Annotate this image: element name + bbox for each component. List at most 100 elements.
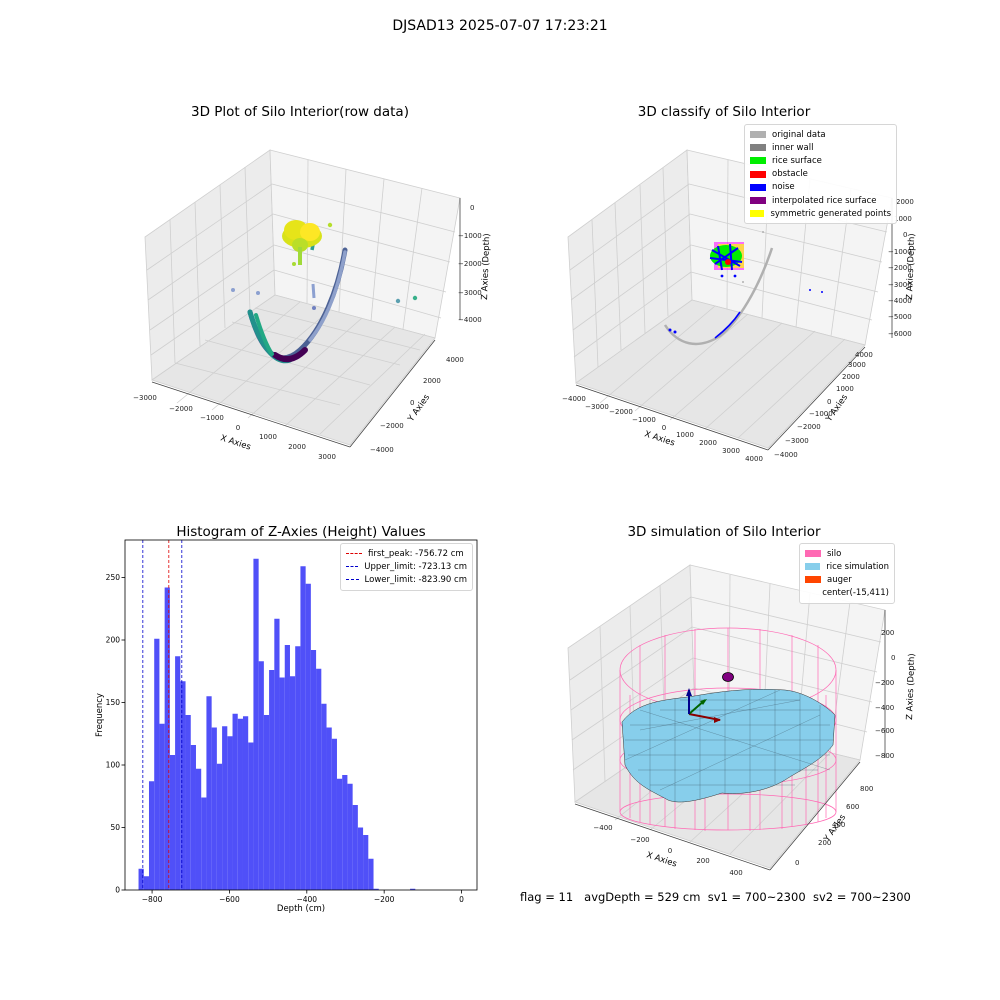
legend-swatch	[805, 550, 821, 558]
histogram-vlines	[142, 540, 183, 890]
plot4-xtick: −400	[593, 824, 612, 832]
plot2-xtick: −2000	[609, 408, 633, 416]
histogram-ytick-label: 250	[106, 573, 121, 582]
histogram-bar	[237, 718, 243, 890]
rice-surface	[621, 689, 836, 803]
plot4-xlabel: X Axies	[645, 850, 678, 869]
legend-swatch	[805, 563, 821, 571]
histogram-bar	[410, 888, 416, 890]
plot2-ytick: 0	[827, 398, 831, 406]
plot2-ytick: 2000	[842, 373, 860, 381]
plot1-xtick: 0	[236, 424, 240, 432]
histogram-bar	[316, 668, 322, 890]
plot1-ztick: −2000	[458, 260, 482, 268]
histogram-bar	[154, 638, 160, 890]
auger-marker	[686, 672, 734, 723]
legend-item: original data	[750, 128, 891, 141]
legend-label: first_peak: -756.72 cm	[368, 548, 464, 559]
histogram-bar	[143, 876, 149, 890]
plot2-ytick: −2000	[797, 423, 821, 431]
histogram-bar	[185, 715, 191, 890]
plot2-ztick: −6000	[888, 330, 912, 338]
legend-swatch	[750, 183, 766, 191]
plot2-ztick: −5000	[888, 313, 912, 321]
histogram-bar	[242, 716, 249, 890]
histogram-bar	[284, 645, 290, 890]
plot2-xlabel: X Axies	[643, 429, 676, 448]
plot2-xtick: −3000	[585, 403, 609, 411]
plot1-ztick: −1000	[458, 232, 482, 240]
histogram-bar	[211, 727, 217, 890]
plot4-xtick: 200	[696, 857, 709, 865]
plot4-ztick: −600	[875, 727, 894, 735]
plot4-xtick: 0	[668, 847, 672, 855]
histogram-ytick-label: 0	[115, 886, 120, 895]
plot4-xtick: −200	[630, 836, 649, 844]
plot1-xtick: 3000	[318, 453, 336, 461]
histogram-chart: −800 −600 −400 −200 0 0 50 100 150 200 250 Depth …	[95, 539, 478, 914]
plot1-xtick: 2000	[288, 443, 306, 451]
legend-item: interpolated rice surface	[750, 194, 891, 207]
legend-label: original data	[772, 129, 826, 140]
plot1-ytick: 2000	[423, 377, 441, 385]
legend-label: Lower_limit: -823.90 cm	[364, 574, 467, 585]
legend-label: center(-15,411)	[822, 588, 889, 599]
plot4-ytick: 600	[846, 803, 859, 811]
plot1-3d-scatter: −3000 −2000 −1000 0 1000 2000 3000 −4000…	[133, 149, 492, 461]
histogram-bar	[336, 778, 343, 890]
plot3-title: Histogram of Z-Axies (Height) Values	[176, 524, 426, 540]
legend-item: obstacle	[750, 168, 891, 181]
legend-label: rice surface	[772, 155, 822, 166]
legend-item: symmetric generated points	[750, 207, 891, 220]
plot1-title: 3D Plot of Silo Interior(row data)	[191, 104, 409, 120]
histogram-bar	[201, 797, 207, 890]
histogram-bar	[263, 715, 270, 890]
plot2-xtick: 4000	[745, 455, 763, 463]
plot1-ytick: 0	[410, 399, 414, 407]
plot2-xtick: 1000	[676, 431, 694, 439]
plot1-ytick: −2000	[380, 422, 404, 430]
plot3-legend: first_peak: -756.72 cm Upper_limit: -723…	[340, 543, 473, 591]
plot1-axis-lines	[151, 198, 461, 448]
histogram-bar	[180, 681, 186, 890]
histogram-bar	[164, 587, 170, 890]
histogram-bar	[368, 858, 374, 890]
legend-swatch	[805, 576, 821, 584]
plot4-3d-surface: −400 −200 0 200 400 0 200 400 600 800 20…	[567, 564, 917, 877]
histogram-bar	[190, 745, 196, 890]
histogram-bar	[258, 661, 264, 890]
histogram-bar	[195, 768, 202, 890]
histogram-bar	[175, 656, 181, 890]
plot1-ticks: −3000 −2000 −1000 0 1000 2000 3000 −4000…	[133, 204, 482, 461]
legend-swatch	[805, 590, 816, 597]
histogram-ylabel: Frequency	[95, 693, 105, 737]
histogram-bar	[289, 676, 296, 890]
legend-item: rice simulation	[805, 560, 889, 573]
histogram-bar	[300, 566, 306, 890]
histogram-bar	[248, 742, 254, 890]
histogram-bar	[352, 805, 358, 890]
legend-item: Lower_limit: -823.90 cm	[346, 573, 467, 586]
avg-depth-value: avgDepth = 529 cm	[584, 890, 701, 904]
plot4-ytick: 0	[795, 859, 799, 867]
legend-swatch	[750, 170, 766, 178]
histogram-bar	[169, 755, 176, 890]
plot2-legend: original data inner wall rice surface ob…	[744, 124, 897, 225]
plot2-ztick: −3000	[888, 281, 912, 289]
histogram-bar	[269, 670, 275, 890]
plot4-ztick: 0	[891, 654, 895, 662]
plot4-title: 3D simulation of Silo Interior	[627, 524, 821, 540]
sv2-value: sv2 = 700~2300	[812, 890, 911, 904]
legend-label: silo	[827, 548, 842, 559]
plot4-ztick: −200	[875, 679, 894, 687]
histogram-xtick-label: 0	[459, 895, 464, 904]
legend-item: rice surface	[750, 154, 891, 167]
plot2-ztick: 2000	[896, 198, 914, 206]
plot4-ztick: −800	[875, 752, 894, 760]
plot2-xtick: −1000	[632, 416, 656, 424]
histogram-bar	[326, 727, 332, 890]
plot4-xtick: 400	[729, 869, 742, 877]
histogram-yticks: 0 50 100 150 200 250	[106, 573, 125, 895]
plot4-ztick: −400	[875, 704, 894, 712]
plot2-ztick: −2000	[888, 264, 912, 272]
